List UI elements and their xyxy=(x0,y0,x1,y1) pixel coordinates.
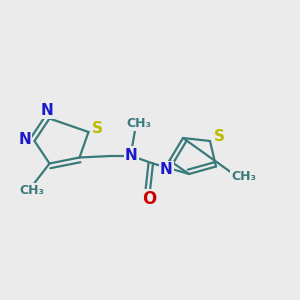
Text: N: N xyxy=(19,132,31,147)
Text: CH₃: CH₃ xyxy=(20,184,45,197)
Text: O: O xyxy=(142,190,156,208)
Text: N: N xyxy=(160,162,173,177)
Text: S: S xyxy=(92,121,102,136)
Text: N: N xyxy=(41,103,53,118)
Text: N: N xyxy=(125,148,138,163)
Text: CH₃: CH₃ xyxy=(126,117,151,130)
Text: S: S xyxy=(214,129,224,144)
Text: CH₃: CH₃ xyxy=(231,170,256,184)
